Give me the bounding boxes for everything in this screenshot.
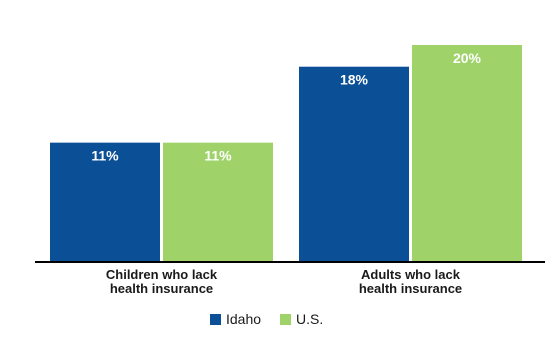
legend: Idaho U.S. — [210, 311, 323, 327]
bar-u-s-adults — [412, 45, 522, 262]
legend-label-u-s: U.S. — [296, 311, 323, 327]
bar-value-label: 20% — [453, 50, 482, 66]
bar-u-s-children — [163, 142, 273, 262]
category-labels-group: Children who lack health insurance Adults … — [106, 267, 462, 296]
bars-group — [50, 45, 522, 262]
legend-label-idaho: Idaho — [226, 311, 261, 327]
bar-value-label: 11% — [91, 148, 119, 164]
legend-swatch-u-s — [280, 314, 291, 325]
category-label: Children who lack health insurance — [106, 267, 218, 296]
bar-idaho-adults — [299, 66, 409, 262]
bar-idaho-children — [50, 142, 160, 262]
bar-value-label: 18% — [340, 72, 369, 88]
category-label: Adults who lack health insurance — [359, 267, 462, 296]
bar-labels-group: 11% 11% 18% 20% — [91, 50, 481, 164]
legend-swatch-idaho — [210, 314, 221, 325]
bar-value-label: 11% — [204, 148, 232, 164]
